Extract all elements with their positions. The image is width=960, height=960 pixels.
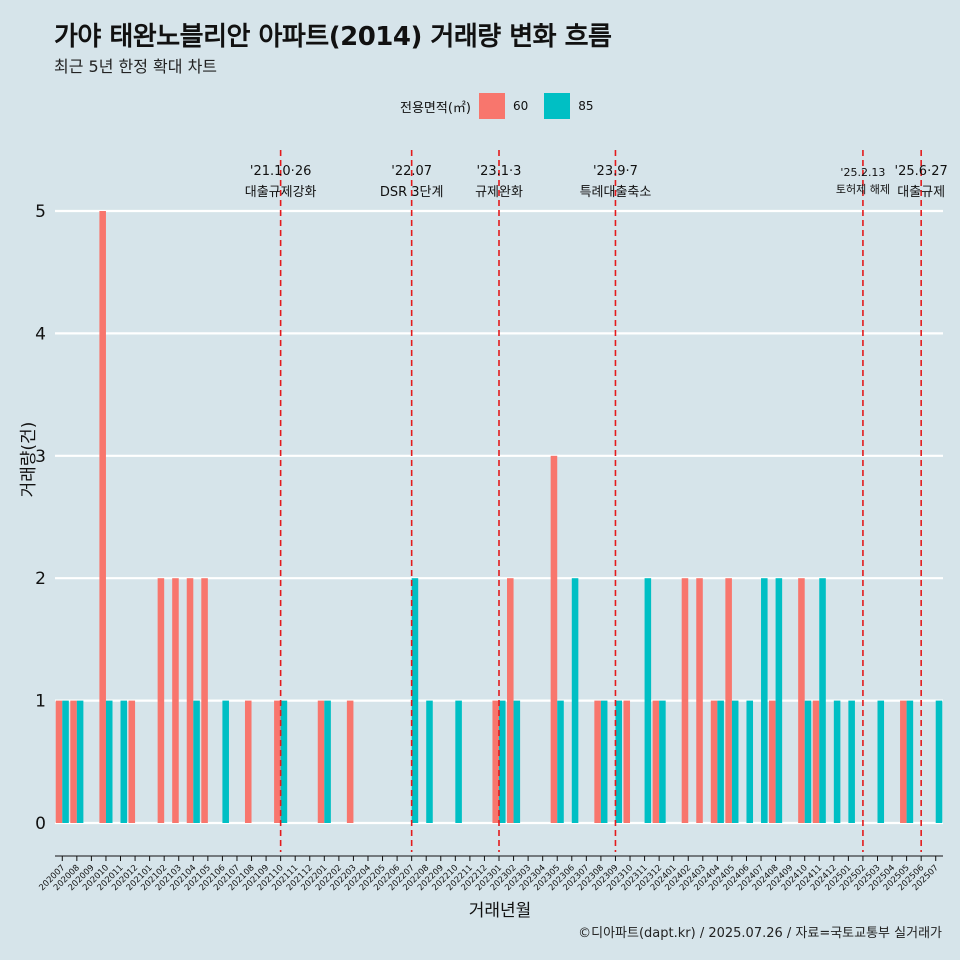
bar-60 [594,700,601,823]
bar-60 [70,700,77,823]
bar-60 [652,700,660,823]
chart-subtitle: 최근 5년 한정 확대 차트 [54,57,218,76]
bar-85 [76,700,84,823]
event-date-label: '22.07 [391,164,432,179]
bar-60 [172,578,179,823]
bar-85 [644,578,652,823]
bar-85 [222,700,229,823]
event-date-label: '23.9·7 [593,164,638,179]
legend-key-60 [478,93,505,119]
bar-85 [935,700,943,823]
event-name-label: 대출규제강화 [245,185,317,200]
y-tick-label: 1 [35,692,46,712]
bar-85 [833,700,841,823]
event-date-label: '21.10·26 [250,164,311,179]
bar-85 [877,700,885,823]
bar-85 [513,700,521,823]
event-name-label: 토허제 해제 [836,182,890,196]
legend-title: 전용면적(㎡) [400,100,471,116]
bar-85 [659,700,666,823]
bar-85 [120,700,128,823]
bar-60 [812,700,820,823]
event-date-label: '25.6·27 [895,164,948,179]
bar-60 [317,700,325,823]
event-date-label: '23.1·3 [477,164,522,179]
bar-60 [507,578,514,823]
source-caption: ©디아파트(dapt.kr) / 2025.07.26 / 자료=국토교통부 실… [578,926,942,941]
bar-85 [557,700,564,823]
bar-85 [717,700,724,823]
bar-85 [280,700,288,823]
y-tick-label: 5 [35,202,46,222]
bar-60 [201,578,208,823]
bar-85 [775,578,783,823]
bar-85 [455,700,462,823]
bar-60 [769,700,776,823]
y-axis-label: 거래량(건) [19,421,39,498]
x-axis-label: 거래년월 [468,901,532,921]
bar-85 [426,700,433,823]
bar-60 [681,578,689,823]
bar-60 [550,455,558,823]
y-tick-label: 2 [35,569,46,589]
chart-title: 가야 태완노블리안 아파트(2014) 거래량 변화 흐름 [54,22,612,52]
event-name-label: DSR 3단계 [380,185,444,200]
bar-85 [62,700,69,823]
bar-60 [725,578,732,823]
bar-60 [696,578,703,823]
bar-60 [346,700,354,823]
legend-label-85: 85 [578,99,594,113]
legend: 전용면적(㎡) 60 85 [400,93,610,119]
bar-85 [906,700,914,823]
event-name-label: 대출규제 [897,185,945,200]
bar-60 [900,700,907,823]
event-date-label: '25.2.13 [840,166,885,179]
bar-85 [804,700,812,823]
bar-85 [499,700,506,823]
bar-85 [105,700,113,823]
bar-85 [848,700,855,823]
event-name-label: 규제완화 [475,185,523,200]
y-tick-label: 3 [35,447,46,467]
bar-60 [623,700,631,823]
bar-60 [186,578,194,823]
bar-85 [615,700,623,823]
bar-60 [99,211,106,823]
bar-60 [128,700,136,823]
bar-85 [324,700,331,823]
bar-60 [710,700,718,823]
bar-60 [244,700,252,823]
bar-85 [761,578,768,823]
bar-85 [819,578,826,823]
bar-85 [193,700,200,823]
y-tick-label: 4 [35,324,46,344]
event-name-label: 특례대출축소 [580,185,652,200]
bar-60 [492,700,499,823]
bar-60 [798,578,805,823]
bar-60 [55,700,63,823]
bar-60 [274,700,281,823]
bar-85 [731,700,739,823]
legend-key-85 [544,93,571,119]
bar-85 [600,700,608,823]
legend-label-60: 60 [512,99,529,113]
bar-85 [571,578,579,823]
bar-85 [411,578,419,823]
y-tick-label: 0 [35,814,46,834]
bar-85 [746,700,754,823]
bar-60 [157,578,165,823]
